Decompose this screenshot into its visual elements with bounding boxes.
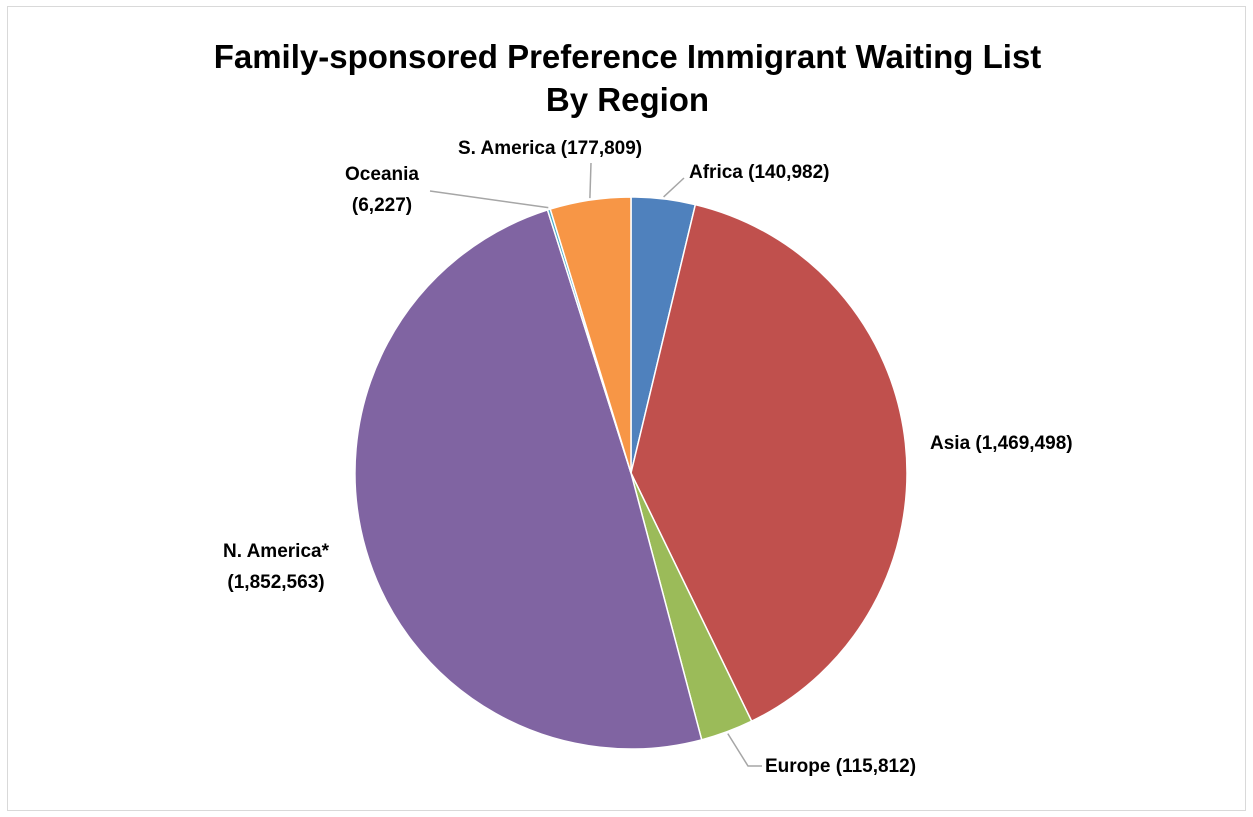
data-label-n-america-name: N. America* (223, 541, 330, 562)
data-label-oceania-name: Oceania (345, 164, 419, 185)
leader-lines (429, 162, 762, 767)
pie-slices (354, 196, 908, 750)
data-label-s-america: S. America (177,809) (458, 138, 642, 159)
leader-line-africa (663, 177, 685, 198)
pie-slice-n-america (354, 208, 703, 750)
pie-slice-s-america (549, 196, 632, 474)
pie-slice-asia (630, 203, 908, 723)
chart-title-line2: By Region (545, 81, 710, 118)
chart-title: Family-sponsored Preference Immigrant Wa… (8, 35, 1247, 121)
leader-line-s-america (589, 162, 592, 199)
chart-title-line1: Family-sponsored Preference Immigrant Wa… (213, 38, 1042, 75)
data-label-africa: Africa (140,982) (689, 162, 829, 183)
data-label-n-america-value: (1,852,563) (227, 572, 324, 593)
leader-line-oceania (429, 190, 549, 209)
data-label-europe: Europe (115,812) (765, 756, 916, 777)
data-label-asia: Asia (1,469,498) (930, 433, 1073, 454)
leader-line-europe (727, 733, 762, 767)
data-label-oceania-value: (6,227) (352, 195, 412, 216)
